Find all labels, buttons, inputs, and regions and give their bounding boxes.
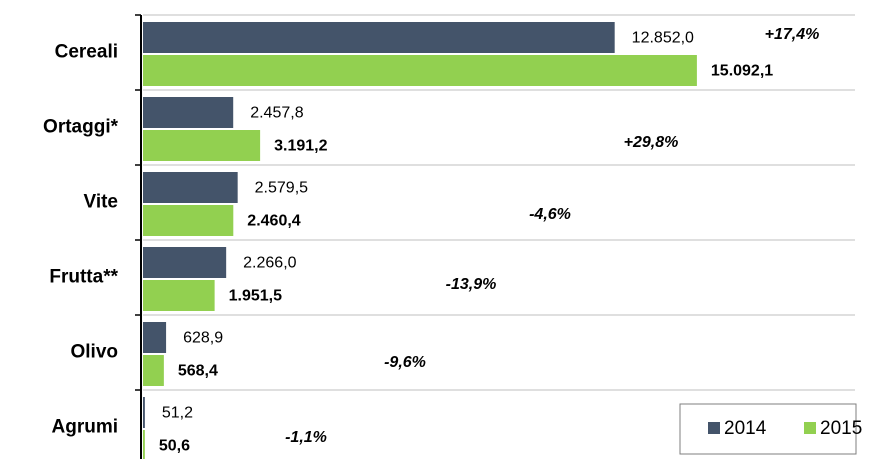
value-label: 2.460,4 bbox=[247, 213, 300, 230]
bar bbox=[143, 430, 145, 461]
value-label: 3.191,2 bbox=[274, 138, 327, 155]
bar bbox=[143, 172, 238, 203]
category-label: Agrumi bbox=[52, 417, 119, 438]
category-label: Frutta** bbox=[49, 267, 118, 288]
value-label: 15.092,1 bbox=[711, 63, 773, 80]
category-label: Cereali bbox=[55, 42, 118, 63]
value-label: 51,2 bbox=[162, 405, 193, 422]
change-annotation: -9,6% bbox=[384, 354, 426, 371]
legend-swatch bbox=[708, 422, 720, 434]
bar bbox=[143, 280, 215, 311]
bar bbox=[143, 130, 261, 161]
legend-swatch bbox=[804, 422, 816, 434]
change-annotation: -13,9% bbox=[446, 276, 497, 293]
bar bbox=[143, 355, 164, 386]
value-label: 2.579,5 bbox=[255, 180, 308, 197]
value-label: 628,9 bbox=[183, 330, 223, 347]
value-label: 50,6 bbox=[159, 438, 190, 455]
value-label: 1.951,5 bbox=[229, 288, 282, 305]
value-label: 2.266,0 bbox=[243, 255, 296, 272]
legend-label: 2014 bbox=[724, 418, 767, 439]
bar bbox=[143, 205, 234, 236]
bar bbox=[143, 322, 167, 353]
legend-label: 2015 bbox=[820, 418, 862, 439]
bar bbox=[143, 397, 145, 428]
category-label: Vite bbox=[83, 192, 118, 213]
bar bbox=[143, 22, 615, 53]
bar bbox=[143, 97, 234, 128]
category-label: Ortaggi* bbox=[43, 117, 119, 138]
change-annotation: +29,8% bbox=[624, 134, 679, 151]
category-label: Olivo bbox=[70, 342, 118, 363]
value-label: 2.457,8 bbox=[250, 105, 303, 122]
change-annotation: -4,6% bbox=[529, 206, 571, 223]
bar bbox=[143, 55, 697, 86]
value-label: 12.852,0 bbox=[632, 30, 694, 47]
bar bbox=[143, 247, 227, 278]
change-annotation: -1,1% bbox=[285, 429, 327, 446]
value-label: 568,4 bbox=[178, 363, 218, 380]
change-annotation: +17,4% bbox=[765, 26, 820, 43]
